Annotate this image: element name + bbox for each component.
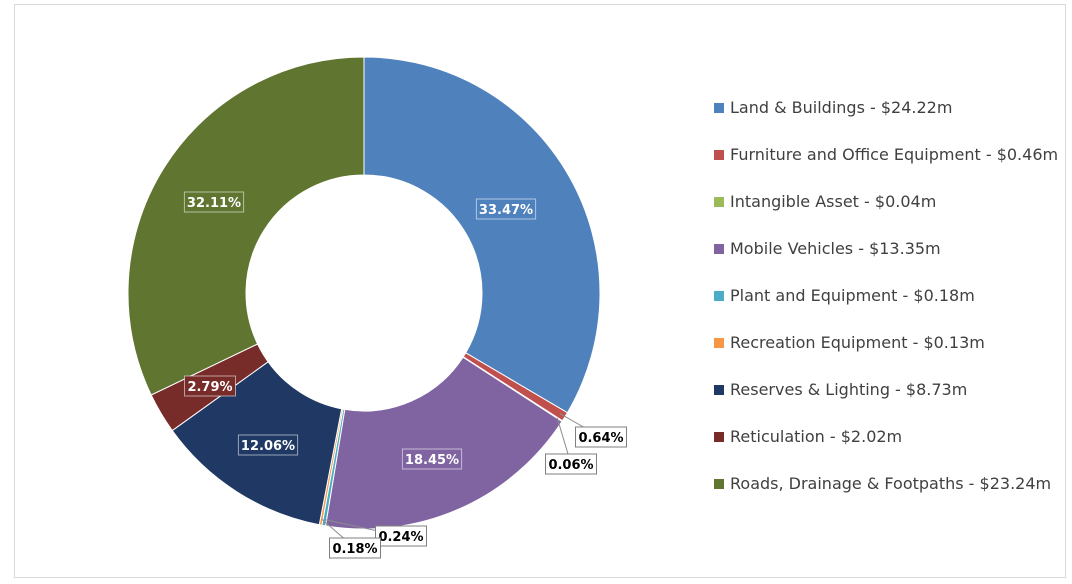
legend-label: Reserves & Lighting - $8.73m [730, 380, 967, 399]
slice-land-buildings [364, 57, 600, 413]
legend-swatch [714, 150, 724, 160]
data-label-furniture-and-office-equipment: 0.64% [576, 427, 627, 447]
legend-item-furniture-and-office-equipment: Furniture and Office Equipment - $0.46m [714, 131, 1058, 178]
data-label-reserves-lighting: 12.06% [238, 435, 297, 455]
legend-item-plant-and-equipment: Plant and Equipment - $0.18m [714, 272, 1058, 319]
legend-swatch [714, 338, 724, 348]
data-label-text: 0.24% [378, 530, 423, 545]
data-label-text: 33.47% [479, 203, 533, 218]
legend-item-reserves-lighting: Reserves & Lighting - $8.73m [714, 366, 1058, 413]
legend-swatch [714, 244, 724, 254]
data-label-roads-drainage-footpaths: 32.11% [184, 192, 243, 212]
legend-swatch [714, 432, 724, 442]
data-label-mobile-vehicles: 18.45% [402, 449, 461, 469]
legend-swatch [714, 479, 724, 489]
data-label-text: 0.64% [578, 431, 623, 446]
data-label-reticulation: 2.79% [185, 376, 236, 396]
data-label-text: 2.79% [187, 380, 232, 395]
legend-item-land-buildings: Land & Buildings - $24.22m [714, 84, 1058, 131]
legend-swatch [714, 103, 724, 113]
legend-label: Roads, Drainage & Footpaths - $23.24m [730, 474, 1051, 493]
legend-item-intangible-asset: Intangible Asset - $0.04m [714, 178, 1058, 225]
legend-item-mobile-vehicles: Mobile Vehicles - $13.35m [714, 225, 1058, 272]
data-label-plant-and-equipment: 0.24% [376, 526, 427, 546]
chart-legend: Land & Buildings - $24.22m Furniture and … [714, 84, 1058, 507]
legend-swatch [714, 197, 724, 207]
legend-item-recreation-equipment: Recreation Equipment - $0.13m [714, 319, 1058, 366]
legend-label: Recreation Equipment - $0.13m [730, 333, 985, 352]
legend-label: Furniture and Office Equipment - $0.46m [730, 145, 1058, 164]
data-label-intangible-asset: 0.06% [546, 454, 597, 474]
slice-roads-drainage-footpaths [128, 57, 364, 395]
legend-label: Reticulation - $2.02m [730, 427, 902, 446]
legend-item-reticulation: Reticulation - $2.02m [714, 413, 1058, 460]
data-label-text: 0.18% [332, 542, 377, 557]
legend-swatch [714, 291, 724, 301]
data-label-text: 32.11% [187, 196, 241, 211]
legend-label: Mobile Vehicles - $13.35m [730, 239, 941, 258]
legend-label: Plant and Equipment - $0.18m [730, 286, 975, 305]
data-label-text: 12.06% [241, 439, 295, 454]
legend-swatch [714, 385, 724, 395]
data-label-text: 18.45% [405, 453, 459, 468]
data-label-land-buildings: 33.47% [476, 199, 535, 219]
data-label-recreation-equipment: 0.18% [330, 538, 381, 558]
data-label-text: 0.06% [548, 458, 593, 473]
legend-label: Land & Buildings - $24.22m [730, 98, 952, 117]
legend-label: Intangible Asset - $0.04m [730, 192, 936, 211]
legend-item-roads-drainage-footpaths: Roads, Drainage & Footpaths - $23.24m [714, 460, 1058, 507]
